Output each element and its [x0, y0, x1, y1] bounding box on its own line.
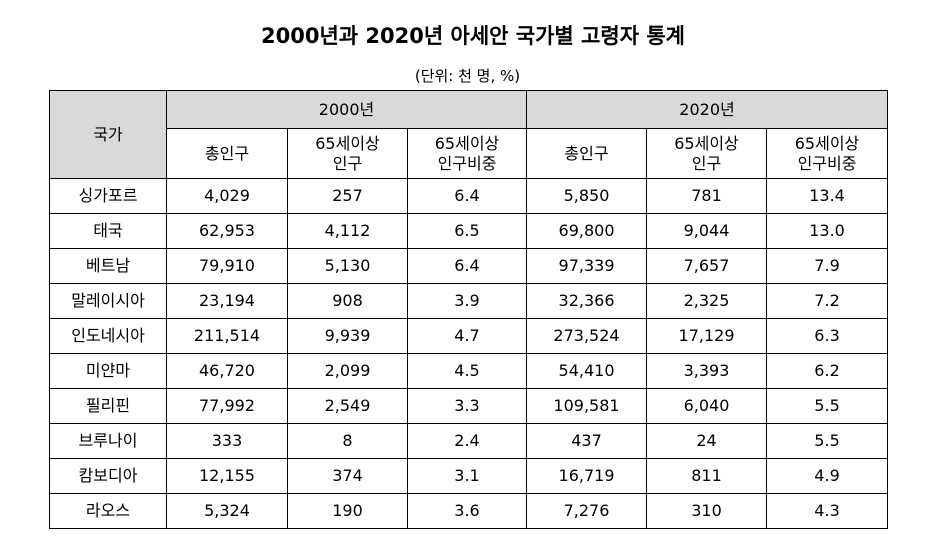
value-cell: 2.4	[406, 423, 528, 459]
value-cell: 2,325	[646, 283, 768, 319]
value-cell: 13.0	[766, 213, 889, 249]
value-cell: 374	[287, 458, 408, 494]
subheader-cell: 총인구	[166, 128, 288, 179]
value-cell: 77,992	[166, 388, 288, 424]
value-cell: 5.5	[766, 423, 889, 459]
value-cell: 190	[287, 493, 408, 529]
value-cell: 4.5	[406, 353, 528, 389]
table-header: 국가 2000년 2020년 총인구 65세이상 인구 65세이상 인구비중 총인구 6…	[49, 90, 889, 179]
value-cell: 6.2	[766, 353, 889, 389]
value-cell: 6.4	[406, 178, 528, 214]
value-cell: 7,276	[526, 493, 648, 529]
value-cell: 23,194	[166, 283, 288, 319]
table-row: 브루나이 333 8 2.4 437 24 5.5	[49, 423, 889, 459]
value-cell: 333	[166, 423, 288, 459]
country-cell: 필리핀	[49, 388, 167, 424]
value-cell: 7,657	[646, 248, 768, 284]
value-cell: 4,112	[287, 213, 408, 249]
value-cell: 6,040	[646, 388, 768, 424]
value-cell: 9,044	[646, 213, 768, 249]
value-cell: 273,524	[526, 318, 648, 354]
value-cell: 2,549	[287, 388, 408, 424]
subheader-cell: 총인구	[526, 128, 648, 179]
country-cell: 인도네시아	[49, 318, 167, 354]
value-cell: 7.2	[766, 283, 889, 319]
value-cell: 3,393	[646, 353, 768, 389]
value-cell: 5,324	[166, 493, 288, 529]
value-cell: 54,410	[526, 353, 648, 389]
value-cell: 109,581	[526, 388, 648, 424]
country-cell: 말레이시아	[49, 283, 167, 319]
value-cell: 2,099	[287, 353, 408, 389]
value-cell: 4.3	[766, 493, 889, 529]
subheader-row: 총인구 65세이상 인구 65세이상 인구비중 총인구 65세이상 인구 65세이상 인구…	[50, 128, 889, 179]
table-row: 말레이시아 23,194 908 3.9 32,366 2,325 7.2	[49, 283, 889, 319]
value-cell: 8	[287, 423, 408, 459]
value-cell: 32,366	[526, 283, 648, 319]
table-body: 싱가포르 4,029 257 6.4 5,850 781 13.4 태국 62,953 4,112…	[49, 178, 889, 529]
subheader-cell: 65세이상 인구비중	[766, 128, 889, 179]
country-cell: 브루나이	[49, 423, 167, 459]
value-cell: 12,155	[166, 458, 288, 494]
table-row: 미얀마 46,720 2,099 4.5 54,410 3,393 6.2	[49, 353, 889, 389]
header-row: 국가 2000년 2020년	[49, 90, 889, 179]
value-cell: 781	[646, 178, 768, 214]
value-cell: 3.9	[406, 283, 528, 319]
table-row: 라오스 5,324 190 3.6 7,276 310 4.3	[49, 493, 889, 529]
value-cell: 7.9	[766, 248, 889, 284]
value-cell: 24	[646, 423, 768, 459]
value-cell: 16,719	[526, 458, 648, 494]
value-cell: 4,029	[166, 178, 288, 214]
value-cell: 13.4	[766, 178, 889, 214]
stats-table: 국가 2000년 2020년 총인구 65세이상 인구 65세이상 인구비중 총인구 6…	[49, 90, 889, 529]
table-row: 필리핀 77,992 2,549 3.3 109,581 6,040 5.5	[49, 388, 889, 424]
value-cell: 4.7	[406, 318, 528, 354]
group-header: 2000년	[165, 90, 528, 129]
value-cell: 17,129	[646, 318, 768, 354]
table-row: 싱가포르 4,029 257 6.4 5,850 781 13.4	[49, 178, 889, 214]
value-cell: 811	[646, 458, 768, 494]
title: 2000년과 2020년 아세안 국가별 고령자 통계	[261, 24, 685, 48]
value-cell: 5,130	[287, 248, 408, 284]
value-cell: 3.3	[406, 388, 528, 424]
value-cell: 3.1	[406, 458, 528, 494]
value-cell: 437	[526, 423, 648, 459]
country-header: 국가	[49, 90, 167, 179]
table-row: 베트남 79,910 5,130 6.4 97,339 7,657 7.9	[49, 248, 889, 284]
country-cell: 미얀마	[49, 353, 167, 389]
country-cell: 싱가포르	[49, 178, 167, 214]
value-cell: 310	[646, 493, 768, 529]
subheader-cell: 65세이상 인구	[287, 128, 408, 179]
value-cell: 6.3	[766, 318, 889, 354]
value-cell: 3.6	[406, 493, 528, 529]
value-cell: 69,800	[526, 213, 648, 249]
value-cell: 5.5	[766, 388, 889, 424]
table-row: 인도네시아 211,514 9,939 4.7 273,524 17,129 6.3	[49, 318, 889, 354]
unit-note: (단위: 천 명, %)	[414, 67, 521, 85]
value-cell: 5,850	[526, 178, 648, 214]
subheader-cell: 65세이상 인구	[646, 128, 768, 179]
country-cell: 캄보디아	[49, 458, 167, 494]
country-cell: 라오스	[49, 493, 167, 529]
subheader-cell: 65세이상 인구비중	[406, 128, 528, 179]
table-row: 태국 62,953 4,112 6.5 69,800 9,044 13.0	[49, 213, 889, 249]
value-cell: 62,953	[166, 213, 288, 249]
country-cell: 베트남	[49, 248, 167, 284]
value-cell: 6.4	[406, 248, 528, 284]
country-cell: 태국	[49, 213, 167, 249]
value-cell: 257	[287, 178, 408, 214]
value-cell: 79,910	[166, 248, 288, 284]
value-cell: 908	[287, 283, 408, 319]
value-cell: 4.9	[766, 458, 889, 494]
group-header: 2020년	[526, 90, 889, 129]
value-cell: 211,514	[166, 318, 288, 354]
value-cell: 97,339	[526, 248, 648, 284]
value-cell: 9,939	[287, 318, 408, 354]
value-cell: 46,720	[166, 353, 288, 389]
table-row: 캄보디아 12,155 374 3.1 16,719 811 4.9	[49, 458, 889, 494]
value-cell: 6.5	[406, 213, 528, 249]
